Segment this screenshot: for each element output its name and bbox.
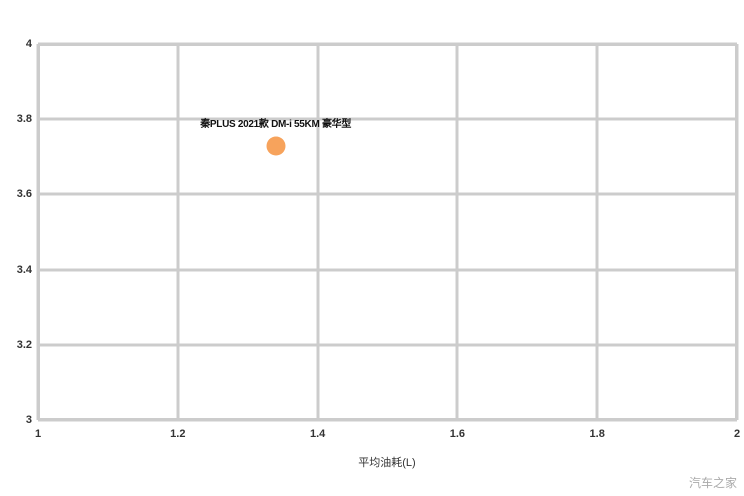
x-gridline: [455, 44, 459, 420]
x-gridline: [735, 44, 739, 420]
scatter-point[interactable]: [266, 136, 286, 156]
y-tick-label: 3.8: [16, 113, 32, 126]
x-gridline: [176, 44, 180, 420]
plot-area: [38, 44, 737, 420]
x-tick-label: 1.8: [589, 428, 605, 440]
x-tick-label: 1: [34, 428, 42, 440]
y-gridline: [38, 343, 737, 347]
x-tick-label: 1.2: [170, 428, 186, 440]
y-gridline: [38, 418, 737, 422]
x-axis-title: 平均油耗(L): [358, 457, 416, 469]
x-tick-label: 1.6: [449, 428, 466, 440]
y-gridline: [38, 268, 737, 272]
y-tick-label: 3.6: [16, 188, 32, 201]
scatter-point-label: 秦PLUS 2021款 DM-i 55KM 豪华型: [200, 118, 352, 130]
x-gridline: [595, 44, 599, 420]
x-gridline: [316, 44, 320, 420]
y-tick-label: 3.4: [16, 263, 32, 276]
y-tick-label: 3.2: [16, 338, 32, 351]
x-tick-label: 1.4: [309, 428, 326, 440]
y-tick-label: 3: [25, 414, 32, 426]
y-gridline: [38, 192, 737, 196]
x-tick-label: 2: [733, 428, 741, 440]
y-gridline: [38, 117, 737, 121]
y-tick-label: 4: [25, 38, 32, 50]
y-gridline: [38, 42, 737, 46]
watermark-autohome: 汽车之家: [688, 476, 737, 490]
x-gridline: [36, 44, 40, 420]
